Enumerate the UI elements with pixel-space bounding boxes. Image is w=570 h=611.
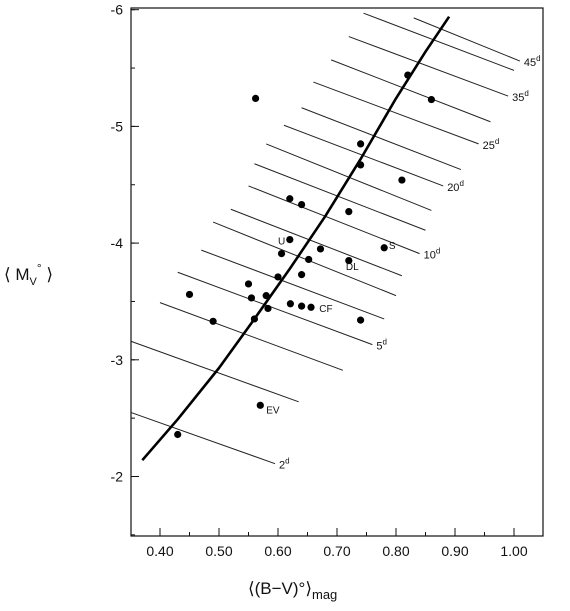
data-point	[247, 294, 256, 302]
period-line	[313, 81, 479, 145]
data-point	[262, 292, 270, 300]
period-label: 10d	[424, 247, 441, 262]
period-line	[254, 163, 426, 231]
data-point	[298, 302, 306, 310]
data-point	[345, 207, 353, 216]
data-point	[256, 401, 264, 409]
data-point	[277, 250, 286, 258]
period-line	[212, 221, 397, 297]
data-point	[286, 195, 294, 203]
data-point	[404, 71, 412, 79]
period-line	[363, 12, 515, 71]
y-tick-label: -4	[111, 235, 124, 251]
y-axis-label: ⟨ MV° ⟩	[4, 261, 53, 288]
data-point	[185, 290, 194, 299]
mean-relation-curve	[141, 15, 451, 462]
x-axis-label: ⟨(B−V)°⟩mag	[248, 579, 337, 602]
data-point	[274, 273, 282, 281]
y-tick-label: -2	[111, 469, 124, 485]
data-point	[298, 200, 306, 209]
period-line	[330, 59, 491, 123]
x-tick-label: 0.60	[264, 543, 291, 559]
data-points	[174, 71, 435, 439]
period-lines: 2d 5d 10d 20d 25d 35d 45d	[130, 12, 541, 472]
data-point	[209, 317, 217, 325]
period-line	[201, 249, 385, 320]
period-label: 45d	[524, 54, 541, 69]
period-line	[159, 302, 344, 371]
curve-line	[141, 15, 451, 462]
point-label: EV	[266, 405, 280, 416]
y-tick-label: -3	[111, 352, 124, 368]
data-point	[244, 280, 253, 288]
x-tick-label: 1.00	[500, 543, 527, 559]
period-line	[177, 271, 373, 346]
data-point	[357, 140, 365, 148]
x-tick-label: 0.80	[382, 543, 409, 559]
period-label: 2d	[279, 457, 290, 472]
period-line	[230, 208, 403, 277]
period-line	[248, 185, 420, 255]
period-line	[413, 17, 521, 62]
data-point	[250, 315, 258, 323]
data-point	[286, 235, 294, 244]
period-label: 20d	[447, 179, 464, 194]
data-point	[316, 245, 325, 253]
data-point	[264, 304, 272, 313]
x-tick-label: 0.50	[205, 543, 232, 559]
point-label: S	[389, 241, 396, 252]
point-label: CF	[319, 304, 332, 315]
data-point	[298, 271, 306, 279]
x-tick-label: 0.70	[323, 543, 350, 559]
x-tick-label: 0.40	[146, 543, 173, 559]
data-point	[427, 95, 435, 104]
x-tick-label: 0.90	[441, 543, 468, 559]
y-axis-ticks: -2 -3 -4 -5 -6	[111, 2, 139, 536]
period-label: 5d	[376, 338, 387, 353]
period-line	[130, 411, 276, 465]
point-label: U	[278, 236, 285, 247]
data-point	[307, 303, 315, 311]
data-point	[286, 300, 294, 308]
x-axis-ticks: 0.40 0.50 0.60 0.70 0.80 0.90 1.00	[146, 528, 528, 559]
data-point	[398, 176, 406, 184]
period-line	[301, 107, 462, 171]
data-point	[357, 316, 365, 324]
y-tick-label: -5	[111, 118, 124, 134]
data-point	[357, 161, 365, 169]
y-tick-label: -6	[111, 2, 124, 18]
point-label: DL	[346, 262, 359, 273]
data-point	[345, 257, 353, 265]
point-labels: EV CF U DL S	[266, 236, 396, 416]
data-point	[174, 430, 182, 439]
data-point	[251, 94, 260, 102]
period-label: 25d	[483, 137, 500, 152]
data-point	[305, 255, 313, 264]
data-point	[380, 244, 388, 252]
period-line	[348, 36, 509, 97]
period-label: 35d	[512, 89, 529, 104]
